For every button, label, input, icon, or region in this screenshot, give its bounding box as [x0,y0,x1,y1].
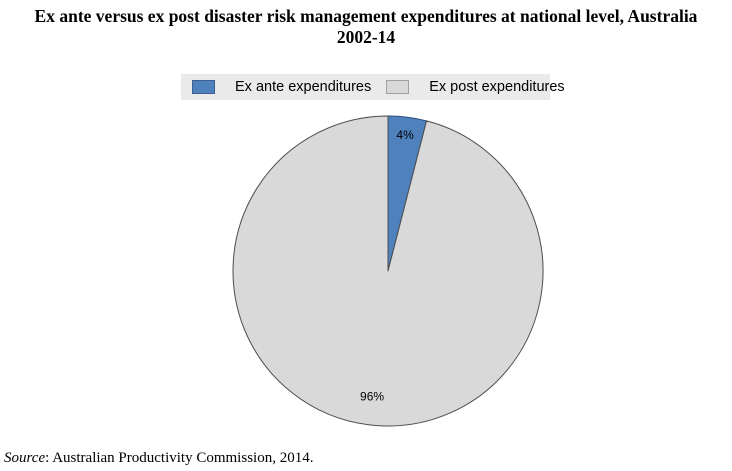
chart-title-line-1: Ex ante versus ex post disaster risk man… [34,6,698,26]
data-label-ex-ante: 4% [396,128,414,142]
source-note: Source: Australian Productivity Commissi… [4,449,313,467]
legend-item-ex-ante: Ex ante expenditures [192,79,371,95]
chart-title: Ex ante versus ex post disaster risk man… [0,6,732,48]
legend-swatch-ex-ante [192,80,215,94]
legend-label-ex-ante: Ex ante expenditures [235,79,372,95]
data-label-ex-post: 96% [360,389,384,403]
chart-legend: Ex ante expenditures Ex post expenditure… [181,74,565,100]
legend-item-ex-post: Ex post expenditures [386,79,565,95]
source-prefix: Source [4,450,46,466]
legend-swatch-ex-post [386,80,410,94]
legend-label-ex-post: Ex post expenditures [429,79,565,95]
source-text: : Australian Productivity Commission, 20… [45,450,314,466]
chart-title-line-2: 2002-14 [336,27,396,47]
pie-slice-ex-post [232,115,544,427]
